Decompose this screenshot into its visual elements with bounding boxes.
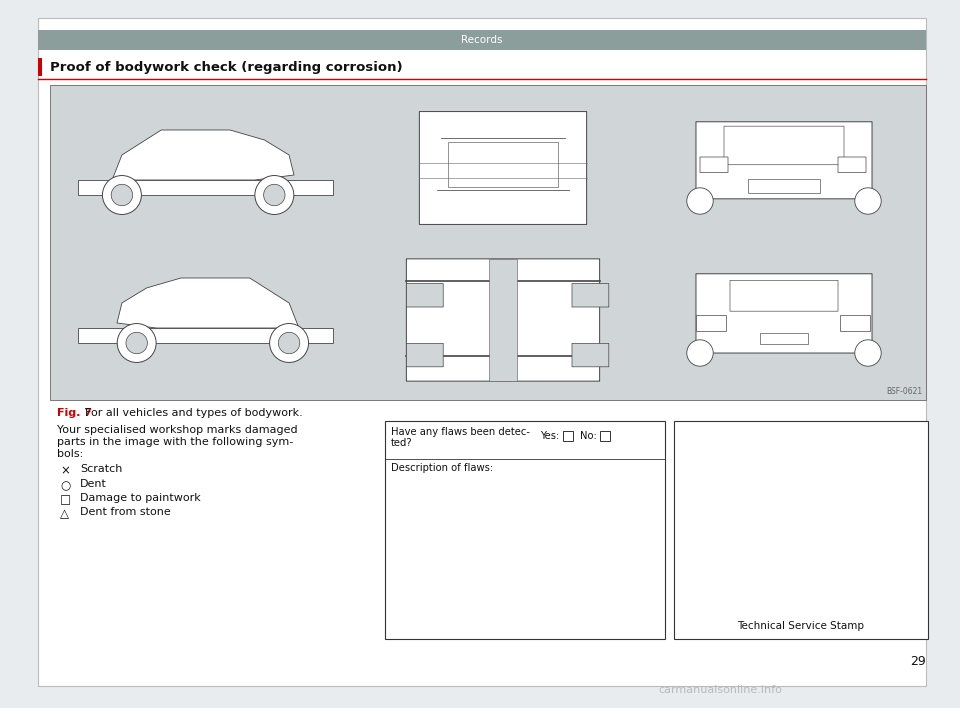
Text: Scratch: Scratch — [80, 464, 122, 474]
Text: carmanualsonline.info: carmanualsonline.info — [658, 685, 782, 695]
Text: Proof of bodywork check (regarding corrosion): Proof of bodywork check (regarding corro… — [50, 60, 402, 74]
Polygon shape — [78, 180, 333, 195]
Bar — [385, 421, 665, 639]
FancyBboxPatch shape — [572, 284, 609, 307]
Bar — [600, 431, 610, 441]
Text: Technical Service Stamp: Technical Service Stamp — [737, 621, 865, 631]
Circle shape — [686, 340, 713, 366]
Circle shape — [270, 324, 308, 362]
Text: Description of flaws:: Description of flaws: — [391, 463, 493, 473]
Text: ted?: ted? — [391, 438, 413, 448]
Polygon shape — [112, 130, 294, 180]
Bar — [696, 314, 726, 331]
Text: Dent: Dent — [80, 479, 107, 489]
Text: 29: 29 — [910, 655, 926, 668]
Circle shape — [854, 188, 881, 215]
Text: □: □ — [60, 493, 71, 506]
Bar — [674, 421, 928, 639]
Circle shape — [126, 332, 148, 354]
Text: BSF-0621: BSF-0621 — [886, 387, 922, 396]
Circle shape — [111, 184, 132, 206]
Text: bols:: bols: — [57, 449, 84, 459]
Bar — [38, 30, 926, 50]
Circle shape — [854, 340, 881, 366]
Polygon shape — [117, 278, 299, 328]
FancyBboxPatch shape — [572, 343, 609, 367]
FancyBboxPatch shape — [724, 126, 844, 165]
Bar — [490, 259, 516, 381]
Text: Damage to paintwork: Damage to paintwork — [80, 493, 201, 503]
Circle shape — [117, 324, 156, 362]
Text: ○: ○ — [60, 479, 70, 492]
Text: parts in the image with the following sym-: parts in the image with the following sy… — [57, 437, 293, 447]
FancyBboxPatch shape — [406, 284, 444, 307]
Text: Dent from stone: Dent from stone — [80, 507, 171, 517]
Text: Fig. 7: Fig. 7 — [57, 408, 92, 418]
Circle shape — [278, 332, 300, 354]
FancyBboxPatch shape — [696, 122, 872, 199]
Circle shape — [264, 184, 285, 206]
Bar — [748, 179, 820, 193]
Bar — [38, 58, 42, 76]
FancyBboxPatch shape — [696, 274, 872, 353]
Text: △: △ — [60, 507, 69, 520]
FancyBboxPatch shape — [406, 343, 444, 367]
FancyBboxPatch shape — [730, 280, 838, 312]
Circle shape — [254, 176, 294, 215]
FancyBboxPatch shape — [406, 259, 600, 381]
Circle shape — [103, 176, 141, 215]
Text: Records: Records — [461, 35, 503, 45]
FancyBboxPatch shape — [700, 157, 728, 173]
Text: No:: No: — [580, 431, 597, 441]
Bar — [448, 142, 558, 187]
Bar — [563, 431, 573, 441]
Bar — [840, 314, 870, 331]
Polygon shape — [78, 328, 333, 343]
FancyBboxPatch shape — [838, 157, 866, 173]
Text: Yes:: Yes: — [540, 431, 560, 441]
Text: Have any flaws been detec-: Have any flaws been detec- — [391, 427, 530, 437]
FancyBboxPatch shape — [420, 112, 587, 224]
Text: For all vehicles and types of bodywork.: For all vehicles and types of bodywork. — [85, 408, 302, 418]
Circle shape — [686, 188, 713, 215]
Bar — [760, 333, 808, 344]
Text: Your specialised workshop marks damaged: Your specialised workshop marks damaged — [57, 425, 298, 435]
Text: ×: × — [60, 464, 70, 477]
Bar — [50, 85, 926, 400]
